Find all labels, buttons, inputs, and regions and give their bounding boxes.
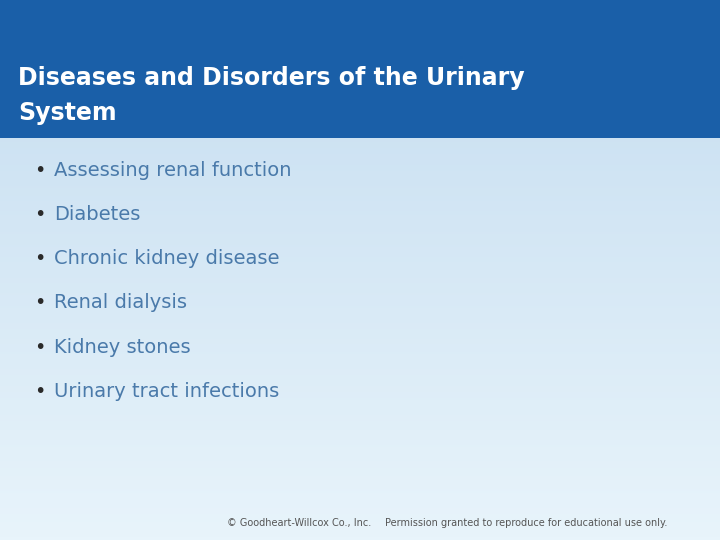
Text: •: • — [34, 338, 45, 357]
Text: Diabetes: Diabetes — [54, 205, 140, 224]
Bar — [0, 0, 36, 27]
Text: Diseases and Disorders of the Urinary: Diseases and Disorders of the Urinary — [18, 66, 525, 90]
Text: •: • — [34, 160, 45, 180]
Text: © Goodheart-Willcox Co., Inc.: © Goodheart-Willcox Co., Inc. — [227, 518, 371, 528]
Text: Renal dialysis: Renal dialysis — [54, 293, 187, 313]
Bar — [0, 111, 36, 138]
Text: Kidney stones: Kidney stones — [54, 338, 191, 357]
Text: Urinary tract infections: Urinary tract infections — [54, 382, 279, 401]
FancyBboxPatch shape — [0, 0, 720, 138]
Text: System: System — [18, 102, 117, 125]
Text: •: • — [34, 249, 45, 268]
Text: Permission granted to reproduce for educational use only.: Permission granted to reproduce for educ… — [385, 518, 667, 528]
Text: Assessing renal function: Assessing renal function — [54, 160, 292, 180]
Text: •: • — [34, 205, 45, 224]
Polygon shape — [0, 0, 720, 138]
Text: •: • — [34, 293, 45, 313]
Bar — [684, 0, 720, 27]
Text: Chronic kidney disease: Chronic kidney disease — [54, 249, 279, 268]
Bar — [0, 0, 720, 138]
Text: •: • — [34, 382, 45, 401]
